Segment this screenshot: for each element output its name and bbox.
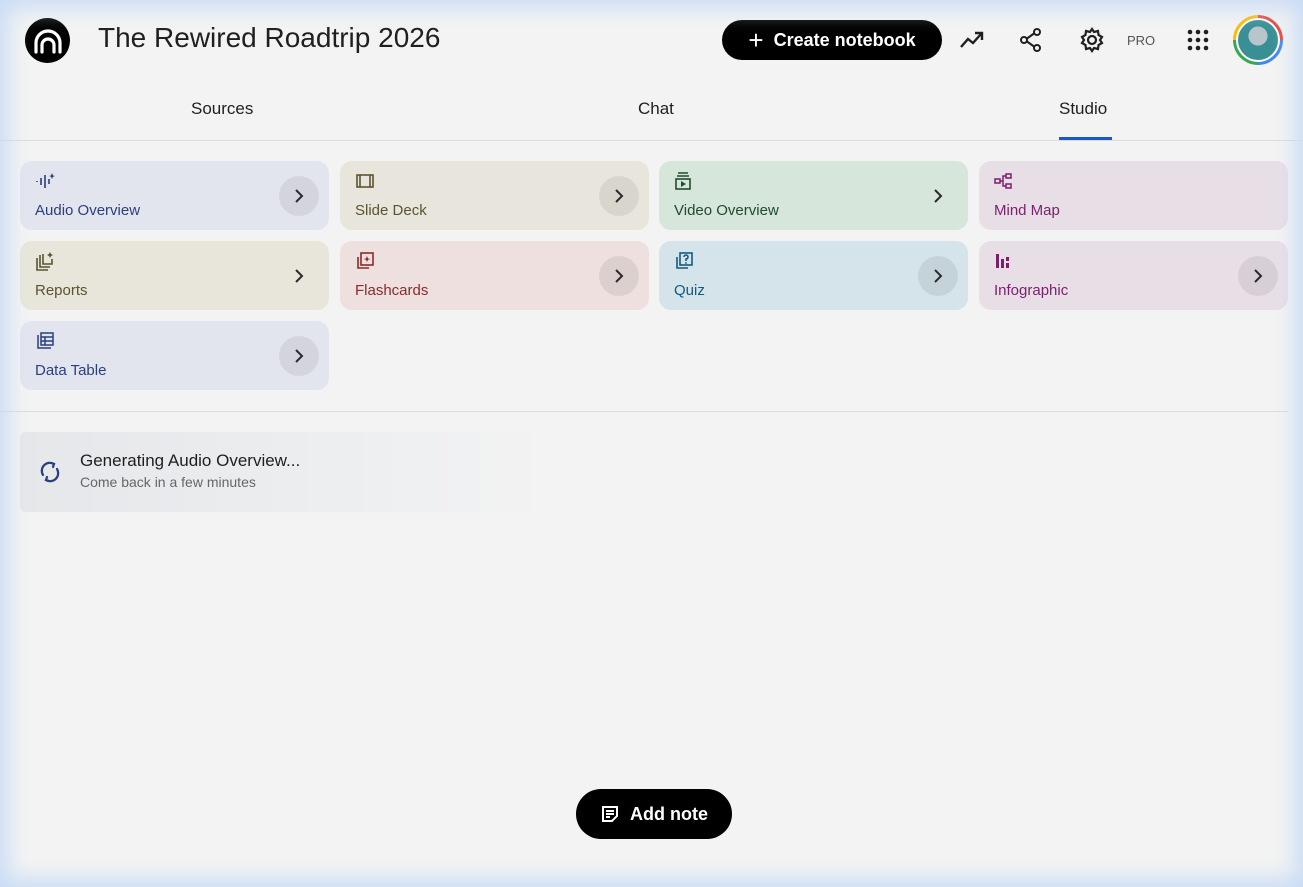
tab-sources[interactable]: Sources [191,99,254,118]
studio-card-label: Slide Deck [355,202,427,219]
chevron-right-icon[interactable] [279,256,319,296]
quiz-icon [674,251,953,271]
studio-card-audio-overview[interactable]: Audio Overview [20,161,329,230]
create-notebook-label: Create notebook [773,29,916,50]
audio-waveform-icon [35,171,314,191]
note-icon [602,806,618,822]
share-icon[interactable] [1017,26,1045,54]
studio-divider [0,411,1288,412]
chevron-right-icon[interactable] [599,176,639,216]
flashcards-icon [355,251,634,271]
tabs-divider [0,140,1303,141]
data-table-icon [35,331,314,351]
apps-grid-icon[interactable] [1184,26,1212,54]
studio-card-data-table[interactable]: Data Table [20,321,329,390]
mind-map-icon [994,171,1273,191]
sync-icon [38,460,62,489]
chevron-right-icon[interactable] [918,176,958,216]
app-logo[interactable] [25,18,70,63]
notebook-logo-icon [33,28,62,54]
studio-card-label: Mind Map [994,202,1060,219]
user-avatar[interactable] [1233,15,1283,65]
reports-icon [35,251,314,271]
chevron-right-icon[interactable] [918,256,958,296]
chevron-right-icon[interactable] [279,176,319,216]
chevron-right-icon[interactable] [279,336,319,376]
studio-card-label: Video Overview [674,202,779,219]
video-icon [674,171,953,191]
active-tab-indicator [1059,137,1112,140]
create-notebook-button[interactable]: + Create notebook [722,20,942,60]
studio-card-label: Audio Overview [35,202,141,219]
studio-card-slide-deck[interactable]: Slide Deck [340,161,649,230]
studio-card-label: Data Table [35,362,107,379]
tab-studio[interactable]: Studio [1059,99,1108,118]
studio-card-reports[interactable]: Reports [20,241,329,310]
studio-card-label: Quiz [674,282,705,299]
settings-icon[interactable] [1078,26,1106,54]
plus-icon: + [748,25,764,55]
studio-card-label: Flashcards [355,282,429,299]
add-note-label: Add note [630,803,708,824]
tab-chat[interactable]: Chat [638,99,674,118]
slides-icon [355,171,634,191]
studio-card-quiz[interactable]: Quiz [659,241,968,310]
chevron-right-icon[interactable] [599,256,639,296]
generating-audio-overview-item: Generating Audio Overview... Come back i… [20,432,548,512]
studio-card-flashcards[interactable]: Flashcards [340,241,649,310]
chevron-right-icon[interactable] [1238,256,1278,296]
generating-subtitle: Come back in a few minutes [80,474,256,490]
generating-title: Generating Audio Overview... [80,451,301,470]
notebook-title[interactable]: The Rewired Roadtrip 2026 [98,22,441,53]
pro-badge: PRO [1127,33,1156,48]
studio-card-video-overview[interactable]: Video Overview [659,161,968,230]
analytics-icon[interactable] [958,26,986,54]
infographic-icon [994,251,1273,271]
studio-card-mind-map[interactable]: Mind Map [979,161,1288,230]
studio-card-infographic[interactable]: Infographic [979,241,1288,310]
studio-card-label: Infographic [994,282,1069,299]
studio-card-label: Reports [35,282,88,299]
add-note-button[interactable]: Add note [576,789,732,839]
